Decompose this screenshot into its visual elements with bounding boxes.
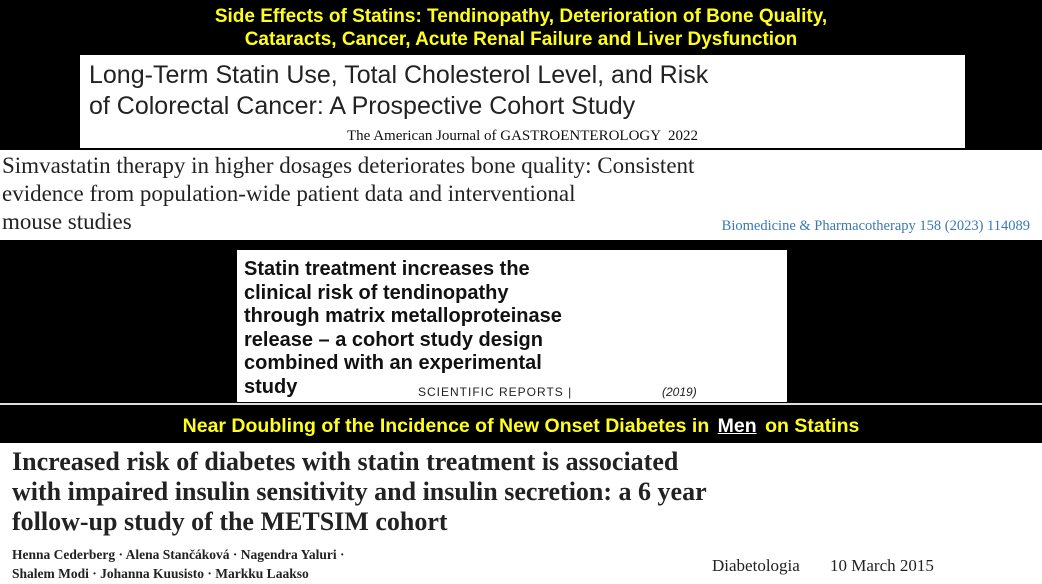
title-line: evidence from population-wide patient da… <box>2 181 576 206</box>
journal: SCIENTIFIC REPORTS | <box>418 385 573 399</box>
banner-text: on Statins <box>765 415 860 437</box>
header: Side Effects of Statins: Tendinopathy, D… <box>0 5 1042 51</box>
title-line: Long-Term Statin Use, Total Cholesterol … <box>89 61 709 89</box>
banner-text: Near Doubling of the Incidence of New On… <box>182 415 710 437</box>
paper-title: Simvastatin therapy in higher dosages de… <box>2 152 694 236</box>
date: 10 March 2015 <box>830 556 934 575</box>
title-line: release – a cohort study design <box>244 328 543 351</box>
title-line: Increased risk of diabetes with statin t… <box>12 447 679 476</box>
authors: Henna Cederberg · Alena Stančáková · Nag… <box>12 545 345 583</box>
journal: Biomedicine & Pharmacotherapy 158 (2023)… <box>721 218 1030 234</box>
author-line: Henna Cederberg · Alena Stančáková · Nag… <box>12 547 345 562</box>
paper-card: Simvastatin therapy in higher dosages de… <box>0 150 1042 240</box>
title-line: of Colorectal Cancer: A Prospective Coho… <box>89 92 636 120</box>
paper-title: Increased risk of diabetes with statin t… <box>12 447 707 537</box>
header-line: Cataracts, Cancer, Acute Renal Failure a… <box>244 29 798 50</box>
title-line: combined with an experimental <box>244 352 542 374</box>
title-line: mouse studies <box>2 209 132 234</box>
author-line: Shalem Modi · Johanna Kuusisto · Markku … <box>12 566 309 581</box>
divider <box>0 403 1042 405</box>
journal: Diabetologia <box>712 556 800 575</box>
banner: Near Doubling of the Incidence of New On… <box>0 413 1042 439</box>
paper-card: Long-Term Statin Use, Total Cholesterol … <box>80 55 965 148</box>
title-line: study <box>244 375 298 398</box>
banner-emphasis: Men <box>717 415 757 437</box>
paper-title: Statin treatment increases the clinical … <box>244 258 562 399</box>
year: (2019) <box>662 385 697 399</box>
journal: The American Journal of GASTROENTEROLOGY… <box>346 128 699 144</box>
paper-card: Statin treatment increases the clinical … <box>237 250 787 402</box>
paper-card: Increased risk of diabetes with statin t… <box>0 443 1042 584</box>
title-line: follow-up study of the METSIM cohort <box>12 507 448 536</box>
title-line: Simvastatin therapy in higher dosages de… <box>2 153 695 178</box>
title-line: Statin treatment increases the <box>244 258 530 280</box>
title-line: with impaired insulin sensitivity and in… <box>12 477 707 506</box>
title-line: through matrix metalloproteinase <box>244 305 562 327</box>
title-line: clinical risk of tendinopathy <box>244 281 509 304</box>
paper-title: Long-Term Statin Use, Total Cholesterol … <box>89 60 708 122</box>
header-line: Side Effects of Statins: Tendinopathy, D… <box>214 6 828 27</box>
